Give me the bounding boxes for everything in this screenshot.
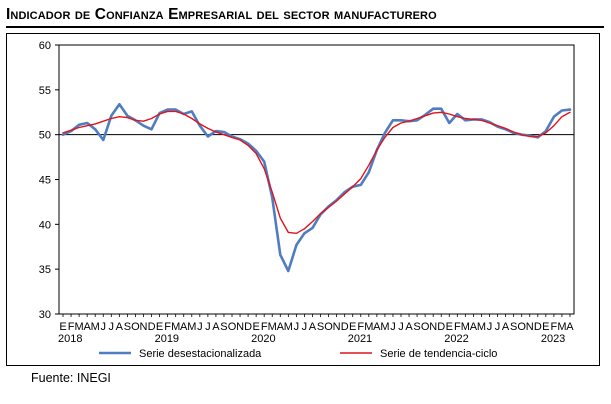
x-tick-label: F xyxy=(68,321,75,333)
x-tick-label: A xyxy=(277,321,285,333)
year-label: 2018 xyxy=(58,333,82,345)
x-tick-label: E xyxy=(349,321,356,333)
x-tick-label: M xyxy=(75,321,84,333)
x-tick-label: E xyxy=(446,321,453,333)
y-tick-label: 45 xyxy=(39,175,51,187)
x-tick-label: O xyxy=(421,321,430,333)
x-tick-label: D xyxy=(148,321,156,333)
x-tick-label: F xyxy=(551,321,558,333)
year-label: 2022 xyxy=(444,333,468,345)
x-tick-label: E xyxy=(59,321,66,333)
x-tick-label: F xyxy=(357,321,364,333)
x-tick-label: J xyxy=(495,321,501,333)
x-tick-label: M xyxy=(91,321,100,333)
x-tick-label: A xyxy=(309,321,317,333)
chart-legend: Serie desestacionalizada Serie de tendenc… xyxy=(99,348,497,360)
x-tick-label: M xyxy=(557,321,566,333)
x-tick-label: O xyxy=(517,321,526,333)
x-tick-label: O xyxy=(131,321,140,333)
x-tick-label: A xyxy=(566,321,574,333)
x-tick-label: F xyxy=(454,321,461,333)
x-tick-label: N xyxy=(140,321,148,333)
x-tick-label: J xyxy=(205,321,211,333)
x-tick-label: M xyxy=(461,321,470,333)
x-tick-label: D xyxy=(534,321,542,333)
series-line-tendencia-ciclo xyxy=(62,110,571,235)
y-tick-label: 30 xyxy=(39,309,51,321)
x-tick-label: D xyxy=(437,321,445,333)
x-tick-label: S xyxy=(124,321,131,333)
x-tick-label: N xyxy=(236,321,244,333)
x-tick-label: M xyxy=(268,321,277,333)
year-label: 2023 xyxy=(541,333,565,345)
x-tick-label: S xyxy=(317,321,324,333)
year-label: 2020 xyxy=(251,333,275,345)
legend-label: Serie desestacionalizada xyxy=(139,348,262,360)
x-tick-label: E xyxy=(252,321,259,333)
x-tick-label: M xyxy=(364,321,373,333)
x-tick-label: S xyxy=(220,321,227,333)
x-tick-label: A xyxy=(83,321,91,333)
x-tick-label: F xyxy=(261,321,268,333)
title-underline xyxy=(6,26,604,28)
x-tick-label: N xyxy=(333,321,341,333)
x-tick-label: M xyxy=(171,321,180,333)
x-tick-label: O xyxy=(324,321,333,333)
y-tick-label: 55 xyxy=(39,85,51,97)
x-tick-label: A xyxy=(470,321,478,333)
series-line-desestacionalizada xyxy=(61,102,572,273)
y-tick-label: 50 xyxy=(39,130,51,142)
source-note: Fuente: INEGI xyxy=(31,371,111,385)
x-tick-label: J xyxy=(390,321,396,333)
x-tick-label: O xyxy=(228,321,237,333)
x-tick-label: S xyxy=(510,321,517,333)
chart-series xyxy=(61,102,572,273)
y-tick-label: 35 xyxy=(39,264,51,276)
x-tick-label: J xyxy=(302,321,308,333)
x-tick-label: E xyxy=(156,321,163,333)
chart-title: Indicador de Confianza Empresarial del s… xyxy=(6,6,437,23)
x-tick-label: N xyxy=(429,321,437,333)
x-tick-label: A xyxy=(405,321,413,333)
year-label: 2021 xyxy=(348,333,372,345)
x-tick-label: M xyxy=(380,321,389,333)
x-tick-label: A xyxy=(502,321,510,333)
x-tick-label: A xyxy=(116,321,124,333)
x-tick-label: A xyxy=(180,321,188,333)
x-tick-label: D xyxy=(244,321,252,333)
x-tick-label: M xyxy=(284,321,293,333)
x-tick-label: M xyxy=(187,321,196,333)
year-label: 2019 xyxy=(155,333,179,345)
x-tick-label: M xyxy=(477,321,486,333)
x-tick-label: J xyxy=(398,321,404,333)
x-tick-label: J xyxy=(294,321,300,333)
x-tick-label: N xyxy=(526,321,534,333)
x-tick-label: E xyxy=(542,321,549,333)
x-tick-label: J xyxy=(109,321,115,333)
x-tick-label: A xyxy=(373,321,381,333)
legend-label: Serie de tendencia-ciclo xyxy=(380,348,497,360)
x-tick-label: A xyxy=(212,321,220,333)
x-tick-label: D xyxy=(341,321,349,333)
y-tick-label: 60 xyxy=(39,40,51,52)
plot-area xyxy=(58,44,575,315)
x-tick-label: F xyxy=(164,321,171,333)
x-tick-label: J xyxy=(487,321,493,333)
x-tick-label: J xyxy=(197,321,203,333)
y-tick-label: 40 xyxy=(39,219,51,231)
x-tick-label: J xyxy=(101,321,107,333)
x-tick-label: S xyxy=(413,321,420,333)
chart-frame xyxy=(6,33,600,366)
